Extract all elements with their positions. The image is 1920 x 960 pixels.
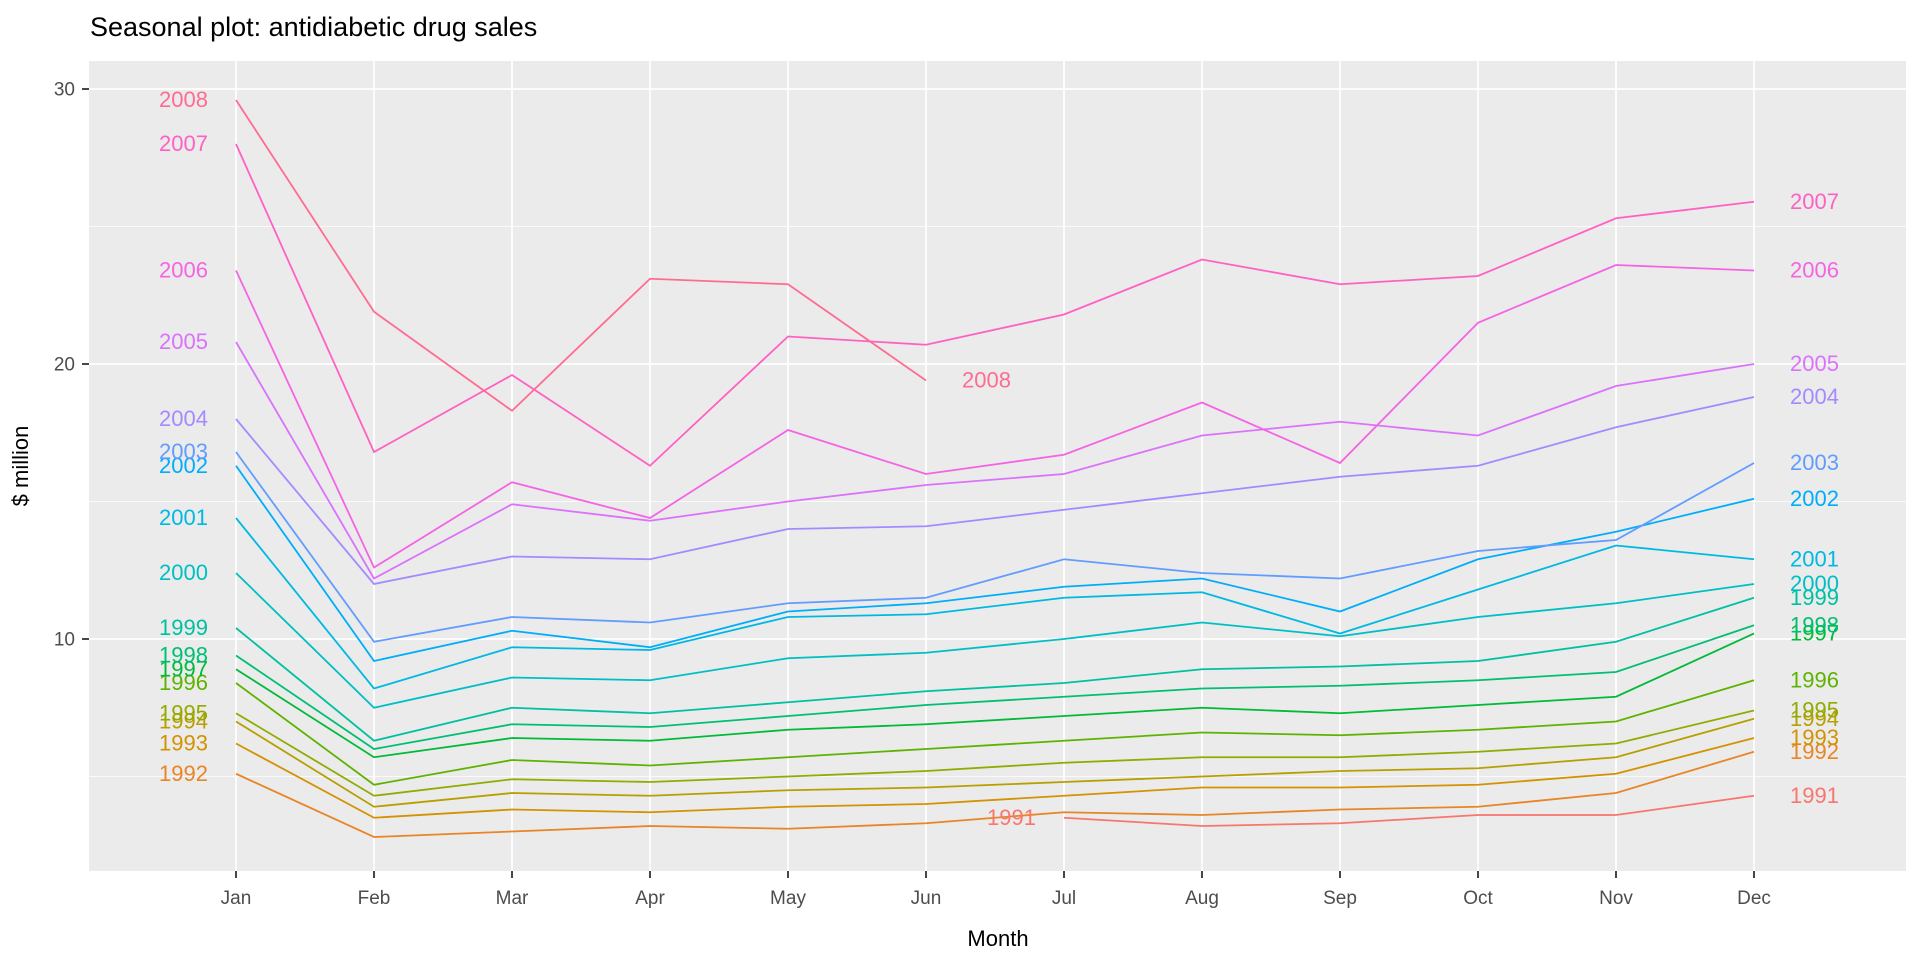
series-line-2002: [235, 465, 1755, 663]
x-tick-label-Mar: Mar: [496, 888, 529, 909]
year-label-end-2008: 2008: [962, 368, 1011, 393]
x-tick-label-Jan: Jan: [221, 888, 252, 909]
year-label-end-1998: 1998: [1790, 612, 1839, 637]
year-label-end-1991: 1991: [1790, 783, 1839, 808]
x-tick-label-Nov: Nov: [1599, 888, 1633, 909]
year-label-end-1992: 1992: [1790, 739, 1839, 764]
year-label-start-2001: 2001: [159, 505, 208, 530]
series-line-1991: [1063, 794, 1755, 827]
y-tick-label-10: 10: [54, 630, 75, 651]
series-line-1997: [235, 632, 1755, 759]
series-line-2003: [235, 451, 1755, 643]
year-label-end-1994: 1994: [1790, 706, 1839, 731]
year-label-end-2000: 2000: [1790, 571, 1839, 596]
year-label-start-2004: 2004: [159, 406, 208, 431]
year-label-start-1996: 1996: [159, 670, 208, 695]
x-tick-label-Jun: Jun: [911, 888, 942, 909]
series-line-2004: [235, 396, 1755, 585]
year-label-start-2000: 2000: [159, 560, 208, 585]
x-tick-label-May: May: [770, 888, 806, 909]
series-line-1993: [235, 737, 1755, 819]
year-label-start-1995: 1995: [159, 700, 208, 725]
series-line-1995: [235, 709, 1755, 797]
year-label-start-2006: 2006: [159, 258, 208, 283]
x-axis-title: Month: [967, 926, 1028, 951]
year-label-start-2003: 2003: [159, 439, 208, 464]
year-label-end-1993: 1993: [1790, 725, 1839, 750]
year-label-end-2002: 2002: [1790, 486, 1839, 511]
series-line-1992: [235, 750, 1755, 838]
plot-title: Seasonal plot: antidiabetic drug sales: [90, 12, 537, 42]
series-line-2007: [235, 143, 1755, 467]
series-line-2001: [235, 517, 1755, 690]
year-label-start-2002: 2002: [159, 453, 208, 478]
year-label-end-2007: 2007: [1790, 189, 1839, 214]
y-axis-title: $ million: [8, 426, 33, 507]
axis-tick-marks: [82, 88, 1755, 878]
year-label-start-1992: 1992: [159, 761, 208, 786]
y-tick-label-20: 20: [54, 355, 75, 376]
y-tick-label-30: 30: [54, 80, 75, 101]
year-label-end-2006: 2006: [1790, 258, 1839, 283]
x-tick-label-Dec: Dec: [1737, 888, 1771, 909]
series-line-1999: [235, 596, 1755, 742]
plot-panel: 10 20 30 Jan Feb Mar Apr May Jun Jul Aug Sep Oct Nov D…: [54, 61, 1906, 909]
year-label-end-1996: 1996: [1790, 667, 1839, 692]
year-label-end-1997: 1997: [1790, 621, 1839, 646]
year-label-start-1998: 1998: [159, 643, 208, 668]
series-line-1994: [235, 717, 1755, 808]
year-label-end-2003: 2003: [1790, 450, 1839, 475]
year-label-start-1999: 1999: [159, 615, 208, 640]
series-line-1996: [235, 679, 1755, 786]
series-line-2005: [235, 341, 1755, 580]
x-tick-label-Jul: Jul: [1052, 888, 1076, 909]
year-label-end-1995: 1995: [1790, 698, 1839, 723]
series-line-2008: [235, 99, 927, 412]
series-lines: [235, 99, 1755, 838]
year-label-end-1999: 1999: [1790, 585, 1839, 610]
year-label-start-1994: 1994: [159, 709, 208, 734]
x-tick-label-Sep: Sep: [1323, 888, 1357, 909]
year-label-end-2005: 2005: [1790, 351, 1839, 376]
year-label-end-2001: 2001: [1790, 546, 1839, 571]
year-label-start-1991: 1991: [987, 805, 1036, 830]
axis-tick-labels: 10 20 30 Jan Feb Mar Apr May Jun Jul Aug Sep Oct Nov D…: [54, 80, 1771, 910]
series-line-2000: [235, 572, 1755, 709]
year-label-start-2005: 2005: [159, 329, 208, 354]
series-line-2006: [235, 264, 1755, 569]
year-label-start-1997: 1997: [159, 656, 208, 681]
year-label-end-2004: 2004: [1790, 384, 1839, 409]
series-line-1998: [235, 624, 1755, 750]
x-tick-label-Aug: Aug: [1185, 888, 1219, 909]
x-tick-label-Oct: Oct: [1463, 888, 1493, 909]
year-label-start-2007: 2007: [159, 131, 208, 156]
x-tick-label-Apr: Apr: [635, 888, 665, 909]
x-tick-label-Feb: Feb: [358, 888, 391, 909]
year-label-start-2008: 2008: [159, 87, 208, 112]
year-label-start-1993: 1993: [159, 731, 208, 756]
